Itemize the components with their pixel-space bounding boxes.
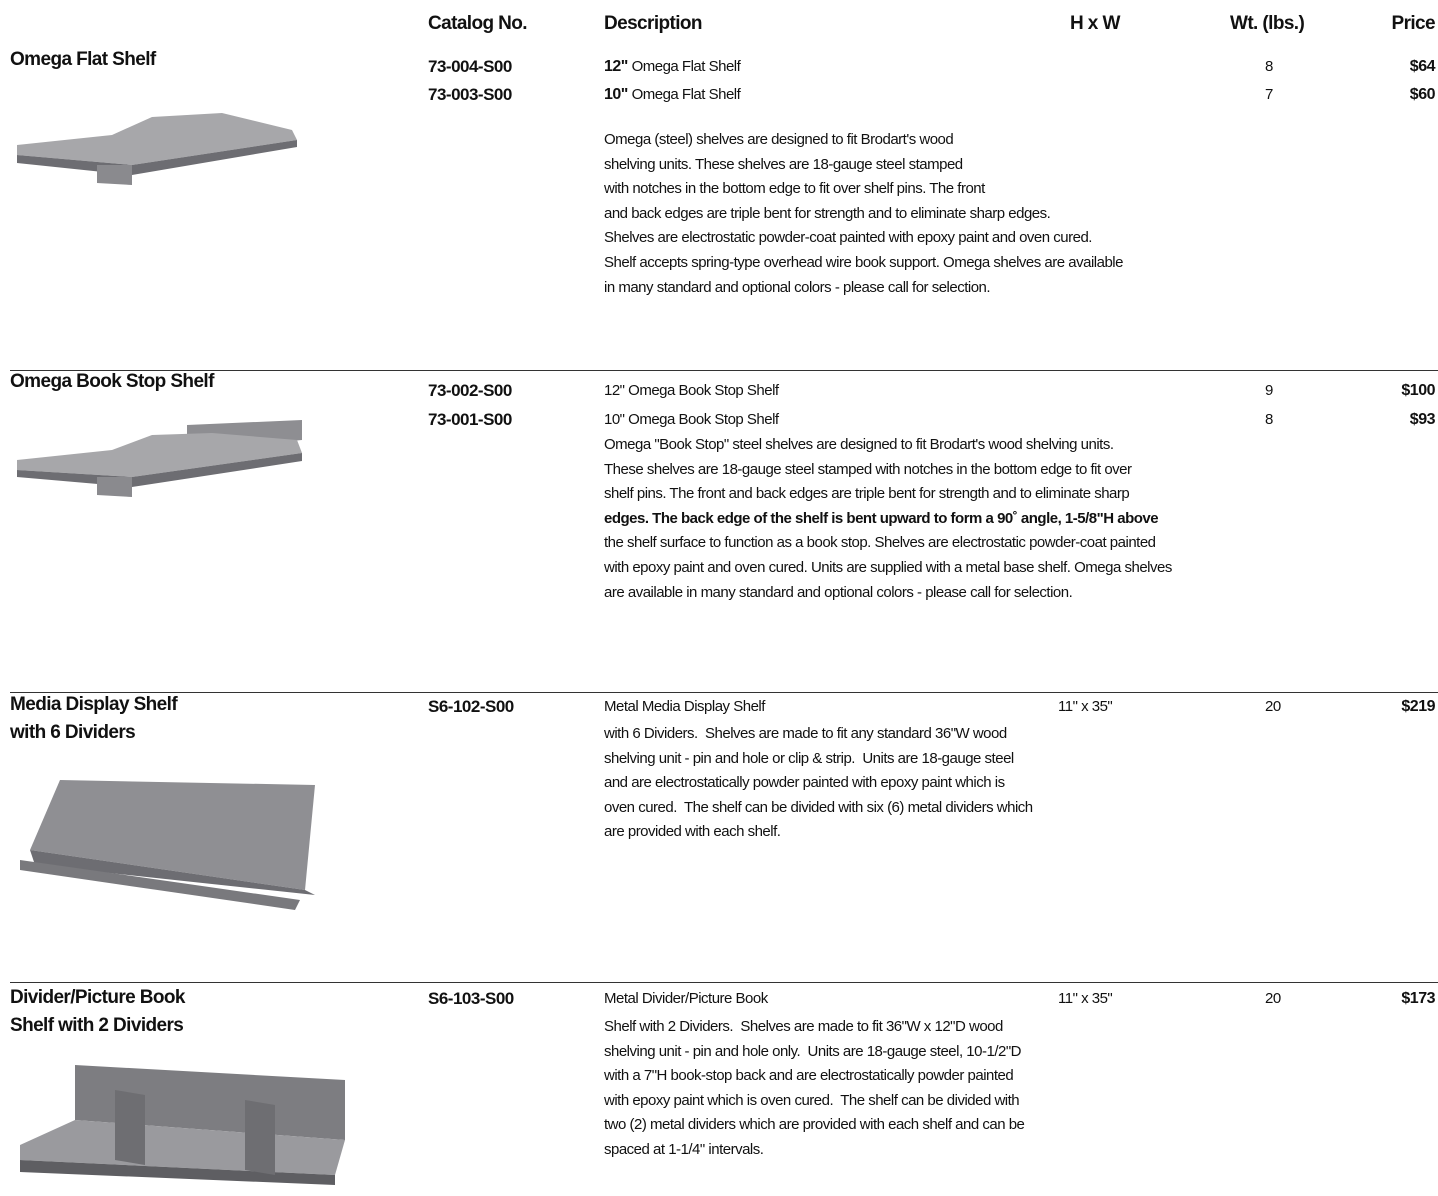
column-header: Catalog No. bbox=[428, 13, 528, 34]
body-text: Shelves are electrostatic powder-coat pa… bbox=[604, 229, 1092, 247]
weight: 7 bbox=[1265, 86, 1273, 103]
weight: 20 bbox=[1265, 698, 1281, 715]
dimensions: 11" x 35" bbox=[1058, 698, 1113, 715]
body-text: are provided with each shelf. bbox=[604, 823, 781, 841]
body-text: Shelf with 2 Dividers. Shelves are made … bbox=[604, 1018, 1003, 1035]
size-label: 12" bbox=[604, 58, 628, 75]
section-title: with 6 Dividers bbox=[10, 722, 136, 743]
body-text: shelving units. These shelves are 18-gau… bbox=[604, 155, 963, 173]
dimensions: 11" x 35" bbox=[1058, 990, 1113, 1007]
catalog-number: S6-102-S00 bbox=[428, 697, 514, 716]
weight: 8 bbox=[1265, 58, 1273, 75]
product-image bbox=[17, 420, 302, 497]
body-text: two (2) metal dividers which are provide… bbox=[604, 1116, 1025, 1134]
description: 12" Omega Book Stop Shelf bbox=[604, 382, 779, 399]
price: $219 bbox=[1401, 698, 1435, 715]
product-image bbox=[20, 780, 315, 910]
section-rule bbox=[10, 692, 1438, 693]
column-header: Wt. (lbs.) bbox=[1230, 13, 1305, 34]
price: $100 bbox=[1401, 382, 1435, 399]
body-text: oven cured. The shelf can be divided wit… bbox=[604, 798, 1033, 816]
section-title: Omega Flat Shelf bbox=[10, 49, 156, 70]
section-rule bbox=[10, 370, 1438, 371]
column-header: Description bbox=[604, 13, 703, 34]
body-text: edges. The back edge of the shelf is ben… bbox=[604, 509, 1159, 527]
body-text: the shelf surface to function as a book … bbox=[604, 534, 1156, 552]
product-image bbox=[20, 1065, 345, 1185]
price: $173 bbox=[1401, 990, 1435, 1007]
body-text: in many standard and optional colors - p… bbox=[604, 278, 991, 296]
product-image bbox=[17, 113, 297, 185]
column-header: Price bbox=[1391, 13, 1436, 34]
catalog-number: 73-001-S00 bbox=[428, 410, 512, 429]
price: $60 bbox=[1409, 86, 1436, 103]
section-title: Omega Book Stop Shelf bbox=[10, 371, 214, 392]
description: 12" Omega Flat Shelf bbox=[604, 57, 741, 77]
body-text: Omega "Book Stop" steel shelves are desi… bbox=[604, 436, 1114, 453]
catalog-number: 73-004-S00 bbox=[428, 57, 512, 76]
size-label: 10" bbox=[604, 86, 628, 103]
catalog-number: S6-103-S00 bbox=[428, 989, 514, 1008]
body-text: and are electrostatically powder painted… bbox=[604, 774, 1005, 792]
body-text: Omega (steel) shelves are designed to fi… bbox=[604, 131, 954, 148]
description-text: Omega Flat Shelf bbox=[631, 86, 741, 103]
description: Metal Media Display Shelf bbox=[604, 698, 765, 715]
weight: 9 bbox=[1265, 382, 1273, 399]
body-text: with notches in the bottom edge to fit o… bbox=[604, 180, 985, 198]
body-text: are available in many standard and optio… bbox=[604, 583, 1073, 601]
weight: 20 bbox=[1265, 990, 1281, 1007]
body-text: spaced at 1-1/4" intervals. bbox=[604, 1141, 764, 1158]
catalog-number: 73-003-S00 bbox=[428, 85, 512, 104]
section-title: Divider/Picture Book bbox=[10, 987, 185, 1008]
description: 10" Omega Book Stop Shelf bbox=[604, 411, 779, 428]
body-text: with epoxy paint and oven cured. Units a… bbox=[604, 559, 1172, 576]
body-text: with epoxy paint which is oven cured. Th… bbox=[604, 1091, 1020, 1109]
column-header: H x W bbox=[1070, 13, 1120, 34]
catalog-number: 73-002-S00 bbox=[428, 381, 512, 400]
description: Metal Divider/Picture Book bbox=[604, 990, 768, 1007]
section-rule bbox=[10, 982, 1438, 983]
body-text: and back edges are triple bent for stren… bbox=[604, 204, 1051, 222]
body-text: These shelves are 18-gauge steel stamped… bbox=[604, 460, 1132, 478]
body-text: shelving unit - pin and hole or clip & s… bbox=[604, 749, 1014, 767]
section-title: Shelf with 2 Dividers bbox=[10, 1015, 184, 1036]
description-text: Omega Flat Shelf bbox=[631, 58, 741, 75]
section-title: Media Display Shelf bbox=[10, 694, 178, 715]
weight: 8 bbox=[1265, 411, 1273, 428]
body-text: Shelf accepts spring-type overhead wire … bbox=[604, 254, 1123, 271]
body-text: shelf pins. The front and back edges are… bbox=[604, 485, 1130, 503]
body-text: with 6 Dividers. Shelves are made to fit… bbox=[604, 725, 1007, 742]
body-text: with a 7"H book-stop back and are electr… bbox=[604, 1067, 1014, 1085]
body-text: shelving unit - pin and hole only. Units… bbox=[604, 1042, 1022, 1060]
description: 10" Omega Flat Shelf bbox=[604, 85, 741, 105]
price: $64 bbox=[1409, 58, 1436, 75]
price: $93 bbox=[1409, 411, 1436, 428]
